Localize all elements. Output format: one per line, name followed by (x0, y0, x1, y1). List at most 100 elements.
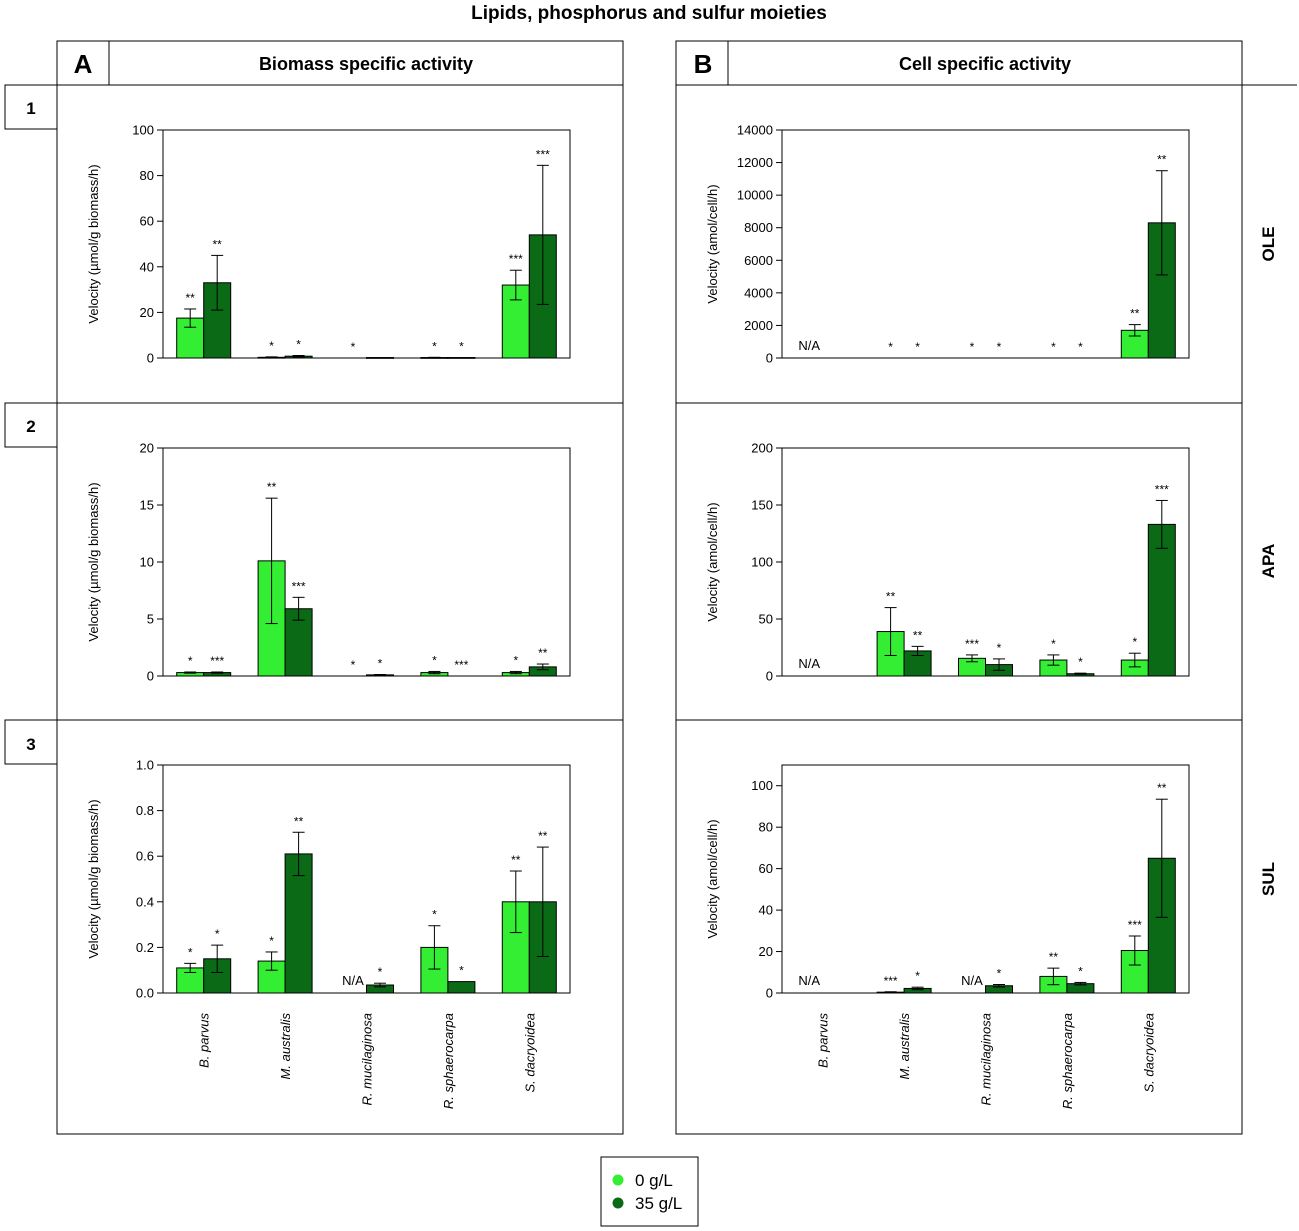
side-label-sul: SUL (1259, 862, 1278, 896)
bar (447, 357, 476, 359)
significance-marker: ** (294, 814, 304, 828)
y-tick-label: 80 (759, 820, 773, 835)
y-tick-label: 0 (147, 669, 154, 684)
category-label: R. sphaerocarpa (441, 1013, 456, 1109)
category-label: R. mucilaginosa (360, 1013, 375, 1106)
significance-marker: ** (1157, 781, 1167, 795)
row-1-number: 1 (26, 99, 35, 118)
significance-marker: * (888, 340, 893, 354)
category-label: B. parvus (197, 1013, 212, 1068)
column-b-header: Cell specific activity (899, 54, 1071, 74)
significance-marker: *** (884, 974, 898, 988)
y-tick-label: 40 (140, 259, 154, 274)
significance-marker: * (296, 337, 301, 351)
significance-marker: * (378, 657, 383, 671)
y-tick-label: 50 (759, 612, 773, 627)
y-tick-label: 20 (759, 944, 773, 959)
significance-marker: *** (210, 654, 224, 668)
y-tick-label: 2000 (744, 318, 773, 333)
category-label: M. australis (278, 1013, 293, 1080)
y-axis-label-b3: Velocity (amol/cell/h) (705, 819, 720, 938)
bar (1147, 523, 1176, 677)
plot-area-a2 (162, 447, 571, 677)
row-2-number: 2 (26, 417, 35, 436)
y-tick-label: 80 (140, 168, 154, 183)
category-label: M. australis (897, 1013, 912, 1080)
side-label-ole: OLE (1259, 227, 1278, 262)
significance-marker: * (378, 965, 383, 979)
significance-marker: *** (292, 579, 306, 593)
significance-marker: * (459, 340, 464, 354)
row-2-box (4, 402, 58, 448)
y-tick-label: 100 (751, 778, 773, 793)
bar (447, 981, 476, 994)
na-label: N/A (798, 338, 820, 353)
significance-marker: * (1132, 635, 1137, 649)
plot-area-b2 (781, 447, 1190, 677)
plot-area-b1 (781, 129, 1190, 359)
y-tick-label: 6000 (744, 253, 773, 268)
column-b-frame (675, 84, 1243, 1135)
category-label: B. parvus (816, 1013, 831, 1068)
significance-marker: * (915, 340, 920, 354)
y-axis-label-a3: Velocity (µmol/g biomass/h) (86, 799, 101, 958)
y-tick-label: 0.2 (136, 940, 154, 955)
na-label: N/A (342, 973, 364, 988)
row-1-box (4, 84, 58, 130)
significance-marker: * (1078, 655, 1083, 669)
na-label: N/A (798, 973, 820, 988)
bar (366, 357, 394, 359)
y-tick-label: 60 (759, 861, 773, 876)
y-axis-label-a2: Velocity (µmol/g biomass/h) (86, 482, 101, 641)
y-tick-label: 100 (132, 123, 154, 138)
y-tick-label: 14000 (737, 123, 773, 138)
row-3-box (4, 719, 58, 765)
significance-marker: ** (511, 853, 521, 867)
category-label: S. dacryoidea (1141, 1013, 1156, 1093)
y-axis-label-a1: Velocity (µmol/g biomass/h) (86, 164, 101, 323)
significance-marker: * (432, 908, 437, 922)
significance-marker: * (269, 339, 274, 353)
y-tick-label: 1.0 (136, 758, 154, 773)
significance-marker: * (997, 340, 1002, 354)
bar (284, 853, 313, 994)
y-tick-label: 200 (751, 441, 773, 456)
significance-marker: ** (538, 829, 548, 843)
significance-marker: *** (509, 252, 523, 266)
column-a-letter: A (74, 49, 93, 79)
y-tick-label: 8000 (744, 220, 773, 235)
significance-marker: * (351, 658, 356, 672)
y-tick-label: 4000 (744, 285, 773, 300)
y-tick-label: 100 (751, 555, 773, 570)
significance-marker: * (513, 653, 518, 667)
side-label-apa: APA (1259, 544, 1278, 579)
significance-marker: * (215, 927, 220, 941)
y-tick-label: 0 (766, 351, 773, 366)
y-tick-label: 15 (140, 498, 154, 513)
row-3-number: 3 (26, 735, 35, 754)
y-axis-label-b2: Velocity (amol/cell/h) (705, 502, 720, 621)
category-label: R. mucilaginosa (979, 1013, 994, 1106)
y-tick-label: 0.6 (136, 849, 154, 864)
significance-marker: * (1078, 340, 1083, 354)
legend-label-0g: 0 g/L (635, 1171, 673, 1190)
significance-marker: * (1051, 637, 1056, 651)
column-b-letter: B (694, 49, 713, 79)
column-a-header: Biomass specific activity (259, 54, 473, 74)
significance-marker: * (997, 641, 1002, 655)
y-tick-label: 0 (766, 669, 773, 684)
y-tick-label: 0 (147, 351, 154, 366)
chart-b3: 0 20 40 60 80 100 Velocity (amol/cell/h) N/A B. … (705, 764, 1190, 1109)
column-a-frame (56, 84, 624, 1135)
na-label: N/A (798, 656, 820, 671)
significance-marker: * (997, 967, 1002, 981)
significance-marker: ** (1130, 307, 1140, 321)
y-tick-label: 20 (140, 305, 154, 320)
legend-label-35g: 35 g/L (635, 1194, 682, 1213)
bar (1147, 222, 1176, 359)
significance-marker: *** (965, 637, 979, 651)
y-tick-label: 150 (751, 498, 773, 513)
significance-marker: *** (454, 658, 468, 672)
